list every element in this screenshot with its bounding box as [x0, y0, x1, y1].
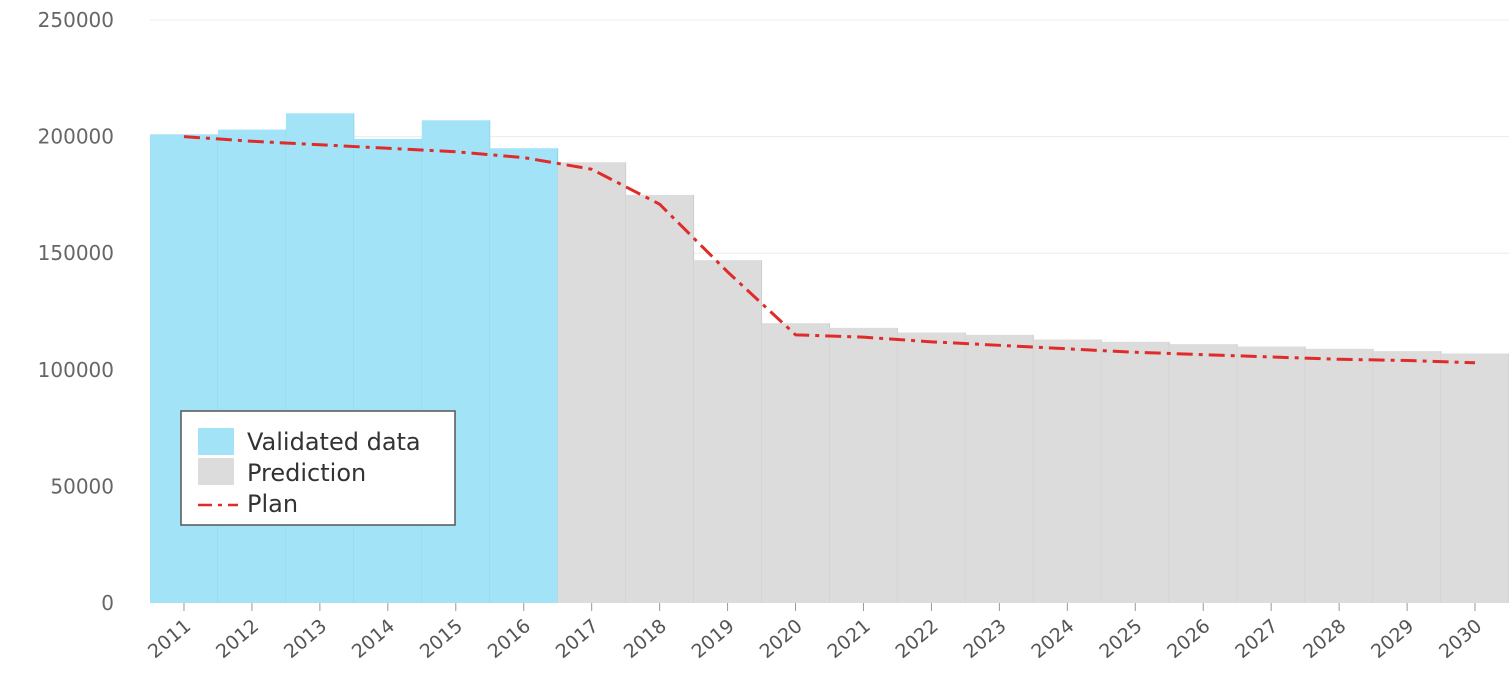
- bar-prediction: [1033, 339, 1102, 603]
- bar-prediction: [761, 323, 830, 603]
- legend: Validated data Prediction Plan: [180, 410, 456, 526]
- x-tick-label: 2029: [1367, 615, 1418, 663]
- x-tick-label: 2014: [348, 615, 399, 663]
- y-tick-label: 100000: [38, 358, 114, 382]
- bar-prediction: [1373, 351, 1442, 603]
- x-tick-label: 2023: [959, 615, 1010, 663]
- x-tick-label: 2012: [212, 615, 263, 663]
- bar-validated: [150, 134, 218, 603]
- bar-prediction: [897, 332, 966, 603]
- legend-label-validated: Validated data: [247, 428, 421, 456]
- bar-prediction: [1101, 341, 1170, 603]
- x-tick-label: 2020: [756, 615, 807, 663]
- y-tick-label: 150000: [38, 241, 114, 265]
- x-tick-label: 2025: [1095, 615, 1146, 663]
- plan-line: [183, 135, 1476, 365]
- bar-validated: [353, 138, 422, 603]
- x-tick-label: 2015: [416, 615, 467, 663]
- bar-prediction: [1237, 346, 1306, 603]
- x-tick-label: 2022: [891, 615, 942, 663]
- bar-validated: [285, 113, 354, 603]
- x-tick-label: 2013: [280, 615, 331, 663]
- y-axis-ticks: 0 50000 100000 150000 200000 250000: [38, 8, 114, 615]
- bar-prediction: [1441, 353, 1509, 603]
- x-tick-label: 2018: [620, 615, 671, 663]
- legend-swatch-validated: [198, 428, 234, 455]
- legend-swatch-prediction: [198, 458, 234, 485]
- x-tick-label: 2027: [1231, 615, 1282, 663]
- x-tick-label: 2026: [1163, 615, 1214, 663]
- bar-validated: [489, 148, 558, 603]
- bar-validated: [421, 120, 490, 603]
- y-tick-label: 0: [101, 591, 114, 615]
- bar-prediction: [965, 334, 1034, 603]
- x-tick-label: 2017: [552, 615, 603, 663]
- x-tick-label: 2019: [688, 615, 739, 663]
- legend-label-prediction: Prediction: [247, 459, 366, 487]
- x-tick-label: 2030: [1435, 615, 1486, 663]
- x-tick-label: 2024: [1027, 615, 1078, 663]
- x-tick-label: 2021: [824, 615, 875, 663]
- y-tick-label: 50000: [50, 474, 114, 498]
- y-tick-label: 200000: [38, 125, 114, 149]
- x-axis-ticks: 2011 2012 2013 2014 2015 2016 2017 2018 2019 2020…: [144, 603, 1486, 663]
- bar-prediction: [829, 327, 898, 603]
- bar-prediction: [693, 260, 762, 603]
- x-tick-label: 2011: [144, 615, 195, 663]
- bar-prediction: [1305, 348, 1374, 603]
- plan-line-path: [183, 135, 1476, 365]
- legend-label-plan: Plan: [247, 490, 298, 518]
- y-tick-label: 250000: [38, 8, 114, 32]
- x-tick-label: 2028: [1299, 615, 1350, 663]
- bar-prediction: [625, 194, 694, 603]
- bar-prediction: [1169, 344, 1238, 603]
- bar-prediction: [557, 162, 626, 603]
- x-tick-label: 2016: [484, 615, 535, 663]
- bar-validated: [217, 129, 286, 603]
